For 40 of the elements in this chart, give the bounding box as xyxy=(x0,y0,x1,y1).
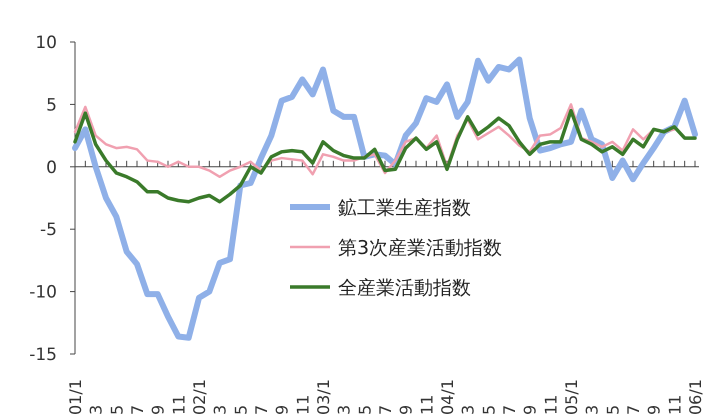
x-tick-label: 11 xyxy=(169,394,188,415)
legend-label: 全産業活動指数 xyxy=(338,277,471,299)
x-tick-label: 3 xyxy=(582,404,602,415)
y-tick-label: 0 xyxy=(46,158,57,178)
x-tick-label: 7 xyxy=(252,404,271,415)
x-tick-label: 11 xyxy=(293,394,312,415)
x-tick-label: 3 xyxy=(86,404,106,415)
x-tick-label: 3 xyxy=(334,404,354,415)
x-tick-label: 5 xyxy=(107,404,126,415)
x-tick-label: 3 xyxy=(458,404,478,415)
y-tick-label: 5 xyxy=(46,95,57,116)
x-tick-label: 5 xyxy=(355,404,374,415)
x-tick-label: 7 xyxy=(128,404,147,415)
x-tick-label: 11 xyxy=(417,394,436,415)
x-tick-label: 7 xyxy=(376,404,395,415)
x-tick-label: 7 xyxy=(500,404,519,415)
y-tick-label: -15 xyxy=(29,345,57,365)
legend-label: 第3次産業活動指数 xyxy=(338,237,502,259)
x-tick-label: 5 xyxy=(231,404,250,415)
x-tick-label: 5 xyxy=(479,404,498,415)
x-tick-label: 9 xyxy=(148,404,168,415)
y-tick-label: -10 xyxy=(29,282,57,303)
x-tick-label: 11 xyxy=(665,394,684,415)
x-tick-label: 01/1 xyxy=(66,379,85,415)
x-tick-label: 04/1 xyxy=(438,379,457,415)
x-tick-label: 05/1 xyxy=(562,379,581,415)
x-tick-label: 9 xyxy=(520,404,540,415)
x-tick-label: 06/1 xyxy=(686,379,705,415)
y-tick-label: -5 xyxy=(40,220,57,240)
x-tick-label: 03/1 xyxy=(314,379,333,415)
legend-label: 鉱工業生産指数 xyxy=(338,197,471,219)
x-tick-label: 5 xyxy=(603,404,622,415)
x-tick-label: 7 xyxy=(624,404,643,415)
x-tick-label: 9 xyxy=(272,404,292,415)
x-tick-label: 02/1 xyxy=(190,379,209,415)
x-tick-label: 11 xyxy=(541,394,560,415)
x-tick-label: 9 xyxy=(396,404,416,415)
x-tick-label: 3 xyxy=(210,404,230,415)
y-tick-label: 10 xyxy=(35,33,57,53)
x-tick-label: 9 xyxy=(644,404,664,415)
